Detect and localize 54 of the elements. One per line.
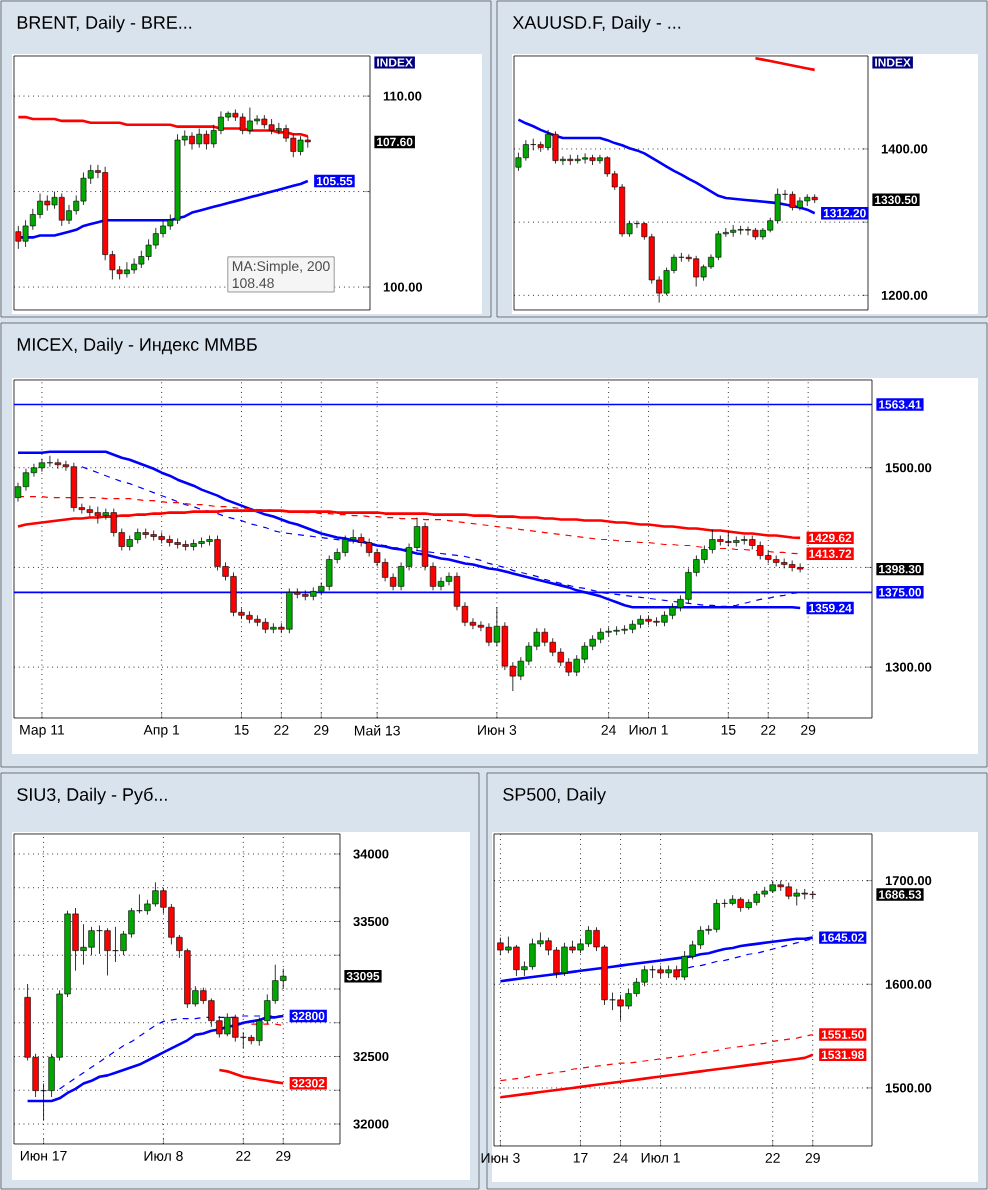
candlestick	[561, 942, 568, 977]
candlestick	[286, 587, 293, 634]
candlestick	[513, 944, 520, 977]
candlestick	[254, 114, 261, 126]
candlestick	[485, 622, 493, 647]
candlestick	[681, 950, 688, 981]
candlestick	[224, 1012, 231, 1037]
candlestick	[246, 107, 253, 135]
candlestick	[88, 926, 95, 956]
candlestick	[208, 998, 215, 1028]
candlestick	[715, 230, 722, 261]
candlestick	[774, 188, 781, 225]
candlestick	[37, 193, 43, 219]
candlestick	[123, 261, 130, 278]
candlestick	[709, 529, 716, 554]
candlestick	[196, 128, 203, 149]
candlestick	[230, 572, 237, 617]
candlestick	[641, 965, 648, 987]
candlestick	[66, 204, 72, 225]
chart-title: MICEX, Daily - Индекс ММВБ	[17, 337, 257, 355]
candlestick	[796, 196, 803, 211]
candlestick	[697, 925, 704, 950]
candlestick	[160, 219, 166, 238]
candlestick	[152, 881, 159, 908]
candlestick	[582, 152, 589, 164]
chart-title: SIU3, Daily - Руб...	[17, 787, 167, 805]
candlestick	[297, 135, 304, 156]
candlestick	[617, 994, 624, 1021]
candlestick	[232, 1014, 239, 1043]
candlestick	[529, 938, 536, 971]
candlestick	[80, 172, 87, 206]
candlestick	[152, 227, 159, 250]
candlestick	[131, 258, 138, 275]
candlestick	[342, 535, 349, 557]
candlestick	[58, 193, 65, 227]
candlestick	[553, 946, 560, 979]
candlestick	[789, 191, 796, 211]
candlestick	[633, 220, 640, 229]
candlestick	[104, 927, 111, 976]
chart-title: XAUUSD.F, Daily - ...	[512, 15, 681, 33]
candlestick	[625, 988, 632, 1010]
candlestick	[585, 925, 592, 948]
chart-title: BRENT, Daily - BRE...	[17, 15, 192, 33]
candlestick	[381, 558, 389, 582]
candlestick	[730, 224, 737, 238]
candlestick	[214, 535, 221, 571]
candlestick	[189, 131, 195, 150]
candlestick	[326, 555, 333, 591]
candlestick	[567, 154, 574, 166]
candlestick	[793, 888, 800, 906]
candlestick	[713, 898, 720, 933]
candlestick	[693, 255, 700, 287]
line-series	[218, 1068, 285, 1085]
chart-title: SP500, Daily	[503, 787, 606, 805]
